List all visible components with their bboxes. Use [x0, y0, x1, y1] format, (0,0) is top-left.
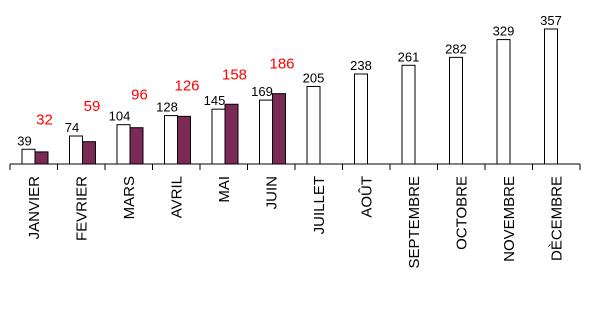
bar-series2-janvier	[34, 151, 49, 165]
bar-series1-août	[354, 73, 368, 165]
bar-series1-fevrier	[69, 135, 83, 165]
bar-series2-fevrier	[82, 141, 96, 165]
value-label-series1: 329	[493, 24, 515, 39]
value-label-series1: 128	[156, 100, 178, 115]
category-label-juillet: JUILLET	[311, 176, 328, 234]
category-label-octobre: OCTOBRE	[453, 176, 470, 250]
category-label-novembre: NOVEMBRE	[501, 176, 518, 262]
category-label-fevrier: FEVRIER	[73, 176, 90, 241]
value-label-series1: 169	[251, 84, 273, 99]
value-label-series2: 158	[222, 66, 247, 83]
value-label-series1: 205	[303, 70, 325, 85]
category-label-janvier: JANVIER	[26, 176, 43, 240]
value-label-series2: 59	[84, 98, 101, 115]
bars-layer	[21, 28, 558, 165]
value-label-series2: 96	[131, 87, 148, 104]
axis-layer	[9, 163, 581, 170]
bar-series2-juin	[272, 93, 286, 165]
category-label-juin: JUIN	[263, 176, 280, 209]
category-label-dècembre: DÈCEMBRE	[548, 176, 565, 261]
bar-series1-juillet	[306, 85, 321, 165]
bar-series1-janvier	[21, 148, 36, 165]
bar-series1-septembre	[401, 64, 416, 165]
value-label-series2: 126	[174, 78, 199, 95]
value-label-series2: 32	[36, 111, 53, 128]
value-label-series1: 104	[109, 109, 131, 124]
category-label-avril: AVRIL	[168, 176, 185, 218]
bar-series1-mai	[211, 108, 226, 165]
bar-series1-juin	[259, 99, 273, 165]
category-label-septembre: SEPTEMBRE	[406, 176, 423, 269]
bar-series1-mars	[116, 124, 131, 165]
category-label-août: AOÛT	[358, 176, 375, 218]
category-label-mai: MAI	[216, 176, 233, 203]
category-label-mars: MARS	[121, 176, 138, 219]
value-label-series1: 39	[17, 133, 31, 148]
bar-series2-mai	[224, 103, 239, 165]
bar-series2-avril	[177, 115, 191, 165]
bar-series1-octobre	[449, 56, 463, 165]
value-label-series1: 261	[398, 49, 420, 64]
bar-series1-novembre	[496, 39, 511, 165]
bar-series1-avril	[164, 115, 178, 165]
value-label-series2: 186	[269, 56, 294, 73]
bar-series1-dècembre	[544, 28, 558, 165]
category-labels-layer: JANVIER FEVRIER MARS AVRIL MAI JUIN JUILLET AOÛ…	[26, 176, 566, 269]
bar-series2-mars	[129, 127, 144, 165]
value-label-series1: 357	[540, 13, 562, 28]
value-label-series1: 238	[350, 58, 372, 73]
value-label-series1: 145	[204, 93, 226, 108]
value-label-series1: 282	[445, 41, 467, 56]
value-label-series1: 74	[65, 120, 79, 135]
